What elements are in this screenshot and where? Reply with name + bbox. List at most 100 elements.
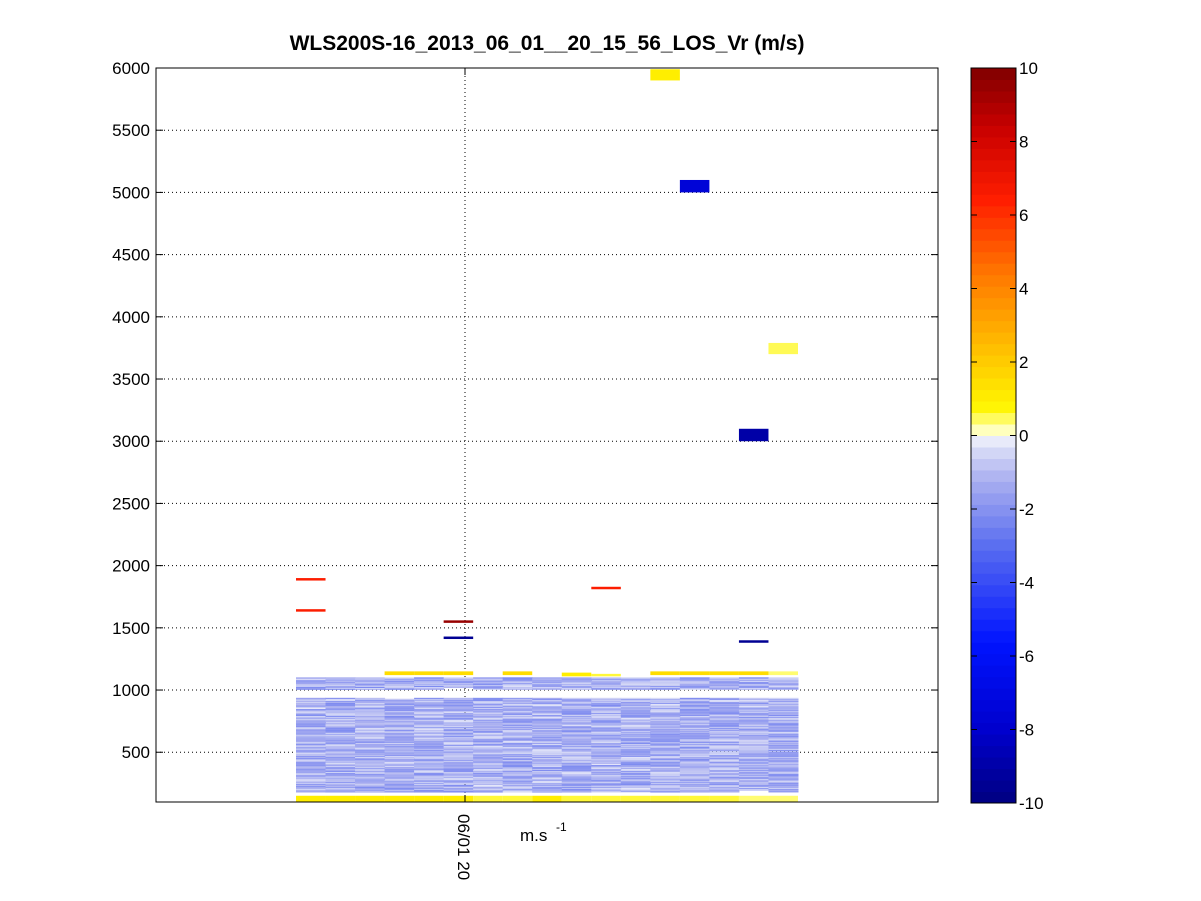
heatmap-cell bbox=[679, 685, 710, 688]
heatmap-cell bbox=[502, 789, 533, 791]
heatmap-cell bbox=[414, 698, 445, 701]
heatmap-cell bbox=[502, 725, 533, 728]
heatmap-cell bbox=[414, 722, 445, 724]
heatmap-cell bbox=[414, 699, 445, 702]
heatmap-cell bbox=[650, 753, 681, 756]
heatmap-cell bbox=[591, 765, 622, 768]
heatmap-cell bbox=[768, 795, 798, 802]
heatmap-cell bbox=[443, 754, 474, 757]
heatmap-cell bbox=[325, 712, 356, 715]
colorbar-step bbox=[971, 297, 1016, 310]
heatmap-cell bbox=[620, 734, 651, 736]
heatmap-cell bbox=[620, 702, 651, 704]
heatmap-cell bbox=[355, 760, 386, 762]
heatmap-cell bbox=[384, 732, 415, 734]
heatmap-cell bbox=[355, 757, 386, 759]
heatmap-cell bbox=[591, 736, 622, 738]
heatmap-cell bbox=[709, 684, 740, 687]
heatmap-cell bbox=[738, 736, 769, 738]
heatmap-cell bbox=[384, 783, 415, 786]
heatmap-cell bbox=[473, 762, 504, 764]
colorbar-step bbox=[971, 424, 1016, 436]
heatmap-cell bbox=[768, 705, 799, 707]
heatmap-cell bbox=[325, 711, 356, 714]
heatmap-cell bbox=[650, 784, 681, 787]
heatmap-cell bbox=[768, 747, 799, 749]
heatmap-cell bbox=[620, 725, 651, 728]
heatmap-cell bbox=[620, 721, 651, 723]
heatmap-cell bbox=[768, 700, 799, 703]
heatmap-cell bbox=[620, 790, 651, 792]
heatmap-cell bbox=[738, 752, 769, 755]
y-tick-label: 2000 bbox=[112, 557, 150, 576]
heatmap-cell bbox=[325, 764, 356, 766]
heatmap-cell bbox=[502, 716, 533, 718]
heatmap-cell bbox=[738, 777, 769, 779]
heatmap-cell bbox=[414, 717, 445, 719]
heatmap-cell bbox=[679, 758, 710, 760]
heatmap-cell bbox=[768, 775, 799, 777]
heatmap-cell bbox=[532, 776, 563, 778]
heatmap-cell bbox=[355, 738, 386, 741]
heatmap-cell bbox=[325, 757, 356, 759]
heatmap-cell bbox=[443, 736, 474, 738]
heatmap-cell bbox=[679, 751, 710, 754]
heatmap-cell bbox=[532, 758, 563, 760]
heatmap-cell bbox=[443, 707, 474, 709]
heatmap-cell bbox=[443, 786, 474, 788]
heatmap-cell bbox=[325, 685, 356, 688]
heatmap-cell bbox=[443, 721, 474, 723]
heatmap-cell bbox=[561, 766, 592, 769]
heatmap-cell bbox=[650, 777, 681, 779]
heatmap-cell bbox=[296, 760, 327, 762]
heatmap-cell bbox=[738, 714, 769, 717]
colorbar-tick-label: 10 bbox=[1019, 59, 1038, 78]
heatmap-cell bbox=[679, 707, 710, 709]
heatmap-cell bbox=[738, 753, 769, 756]
heatmap-cell bbox=[502, 684, 533, 687]
heatmap-cell bbox=[296, 769, 327, 772]
heatmap-cell bbox=[679, 686, 710, 689]
y-tick-label: 5500 bbox=[112, 121, 150, 140]
heatmap-cell bbox=[768, 785, 799, 787]
heatmap-cell bbox=[443, 715, 474, 717]
heatmap-cell bbox=[443, 751, 474, 754]
heatmap-cell bbox=[355, 679, 386, 681]
heatmap-cell bbox=[414, 783, 445, 786]
colorbar-step bbox=[971, 768, 1016, 781]
heatmap-cell bbox=[325, 774, 356, 776]
heatmap-cell bbox=[355, 712, 386, 715]
heatmap-cell bbox=[650, 721, 681, 723]
heatmap-cell bbox=[355, 713, 386, 716]
heatmap-cell bbox=[502, 773, 533, 775]
heatmap-cell bbox=[443, 773, 474, 775]
heatmap-cell bbox=[443, 684, 474, 687]
heatmap-cell bbox=[709, 730, 740, 732]
heatmap-cell bbox=[443, 706, 474, 708]
heatmap-cell bbox=[768, 786, 799, 788]
heatmap-cell bbox=[620, 783, 651, 786]
heatmap-cell bbox=[473, 677, 504, 679]
heatmap-cell bbox=[650, 671, 680, 676]
heatmap-cell bbox=[502, 742, 533, 745]
heatmap-cell bbox=[532, 788, 563, 790]
heatmap-cell bbox=[414, 723, 445, 725]
heatmap-cell bbox=[591, 782, 622, 785]
heatmap-cell bbox=[738, 730, 769, 732]
heatmap-cell bbox=[679, 752, 710, 755]
heatmap-cell bbox=[355, 783, 386, 786]
heatmap-cell bbox=[296, 748, 327, 750]
heatmap-cell bbox=[620, 727, 651, 730]
heatmap-cell bbox=[355, 720, 386, 722]
colorbar-step bbox=[971, 573, 1016, 586]
heatmap-cell bbox=[620, 723, 651, 725]
heatmap-cell bbox=[502, 749, 533, 751]
heatmap-cell bbox=[650, 774, 681, 776]
colorbar-tick-label: 6 bbox=[1019, 206, 1028, 225]
heatmap-cell bbox=[502, 730, 533, 732]
heatmap-cell bbox=[620, 757, 651, 759]
heatmap-cell bbox=[532, 786, 563, 788]
heatmap-cell bbox=[325, 682, 356, 685]
heatmap-cell bbox=[591, 706, 622, 708]
heatmap-cell bbox=[620, 786, 651, 788]
